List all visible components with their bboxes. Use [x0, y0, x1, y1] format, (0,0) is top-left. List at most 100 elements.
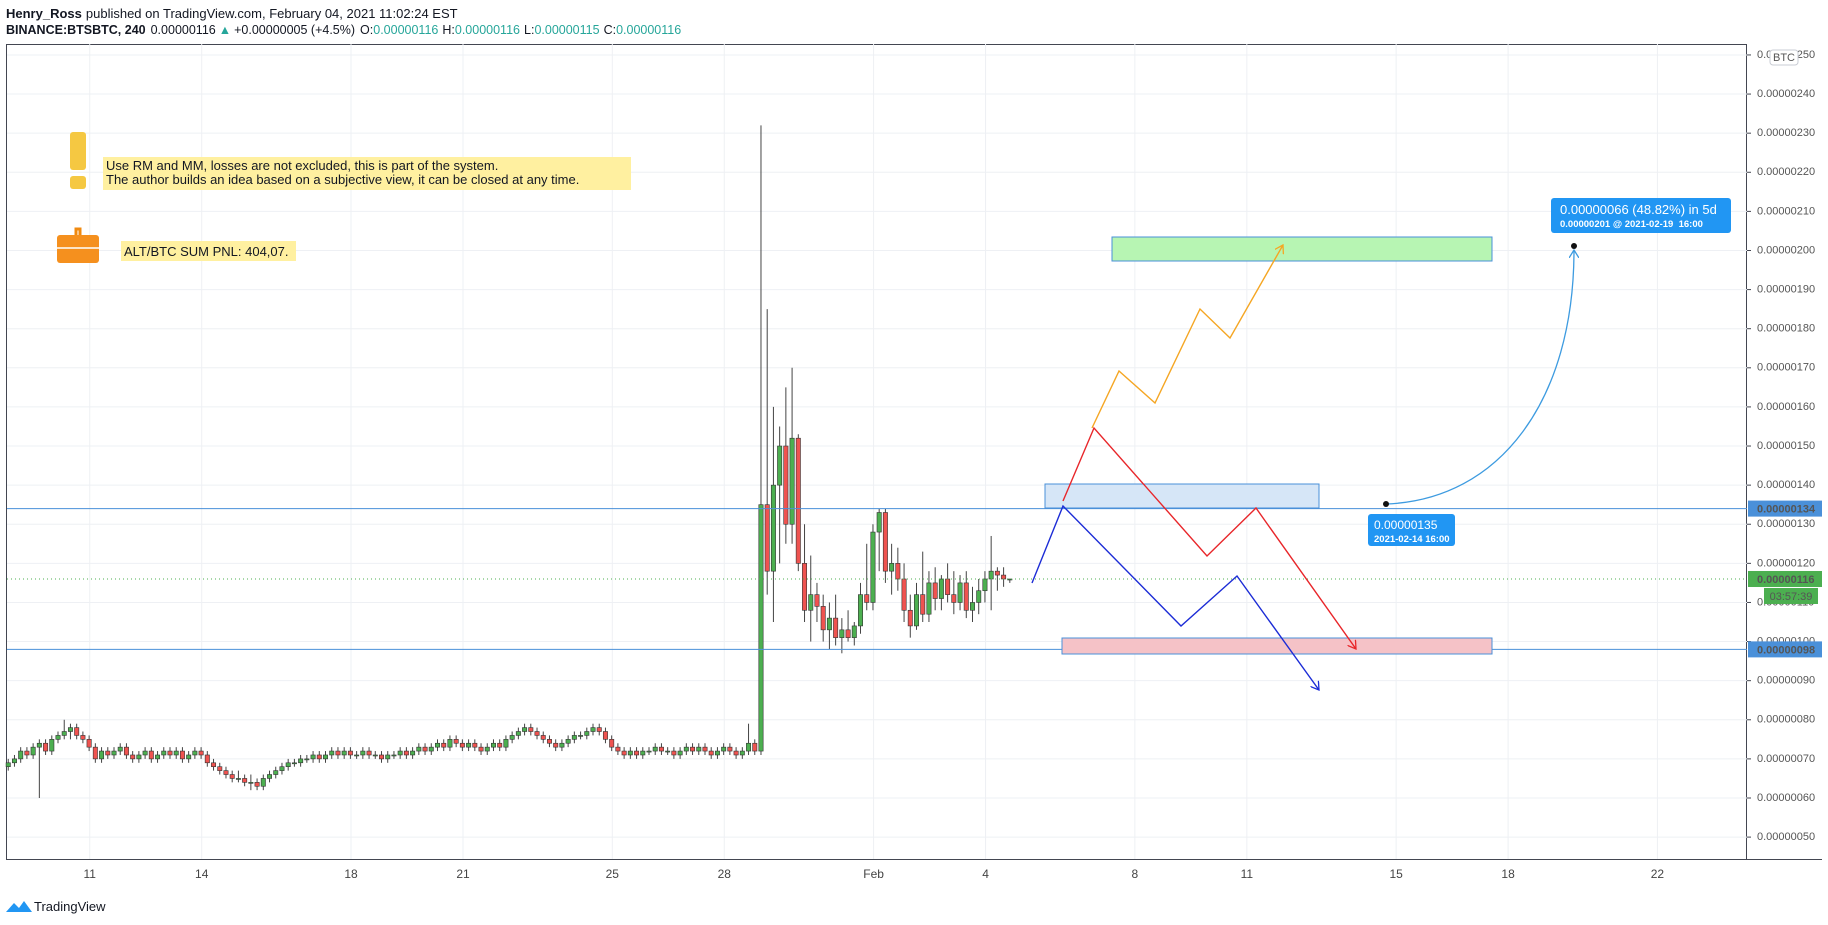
- symbol-line: BINANCE:BTSBTC, 240 0.00000116 ▲ +0.0000000…: [6, 23, 681, 37]
- start-price: 0.00000135: [1374, 518, 1438, 532]
- y-tick-label: 0.00000140: [1757, 479, 1815, 491]
- candle-body: [410, 750, 416, 756]
- x-tick-label: 28: [718, 867, 732, 881]
- candle-body: [770, 484, 776, 572]
- y-tick-label: 0.00000060: [1757, 792, 1815, 804]
- candle-body: [534, 731, 540, 736]
- start-label-box: [1368, 514, 1455, 546]
- candle-body: [36, 742, 42, 748]
- logo: [6, 901, 32, 912]
- candle-body: [795, 437, 801, 564]
- x-tick-label: 14: [195, 867, 209, 881]
- candle-body: [970, 602, 975, 611]
- candle-body: [690, 746, 696, 752]
- candle-body: [702, 746, 708, 752]
- y-tick-label: 0.00000230: [1757, 127, 1815, 139]
- price-label: 0.00000134: [1757, 504, 1816, 516]
- arrow: ▲: [219, 23, 231, 37]
- l-label: L:: [524, 23, 534, 37]
- x-tick-label: 22: [1651, 867, 1665, 881]
- measure-target: 0.00000201 @ 2021-02-19 16:00: [1560, 219, 1703, 230]
- symbol: BINANCE:BTSBTC, 240: [6, 23, 146, 37]
- candle-body: [609, 739, 615, 748]
- candle-body: [267, 774, 273, 779]
- candle-body: [938, 578, 944, 599]
- candle-body: [372, 754, 378, 757]
- candle-body: [24, 750, 30, 756]
- x-tick-label: 15: [1389, 867, 1403, 881]
- candle-body: [273, 770, 279, 775]
- author: Henry_Ross: [6, 6, 82, 21]
- candle-body: [752, 742, 758, 752]
- candle-body: [658, 746, 664, 752]
- y-tick-label: 0.00000200: [1757, 244, 1815, 256]
- y-tick-label: 0.00000180: [1757, 323, 1815, 335]
- candle-body: [895, 563, 901, 580]
- candle-body: [540, 735, 546, 740]
- candle-body: [447, 739, 453, 748]
- y-tick-label: 0.00000050: [1757, 831, 1815, 843]
- candle-body: [758, 504, 764, 752]
- candle-body: [466, 742, 472, 748]
- header-line: Henry_Ross published on TradingView.com, …: [6, 6, 458, 21]
- candle-body: [291, 762, 297, 765]
- candle-body: [136, 754, 142, 760]
- candle-body: [640, 750, 646, 756]
- candle-body: [988, 570, 994, 580]
- candle-body: [907, 609, 913, 627]
- candle-body: [99, 750, 105, 760]
- candle-body: [746, 742, 752, 752]
- candle-body: [665, 750, 671, 753]
- candle-body: [472, 742, 478, 748]
- candle-body: [403, 750, 409, 756]
- published: published on TradingView.com, February 0…: [86, 6, 458, 21]
- candle-body: [889, 563, 895, 572]
- x-tick-label: 8: [1132, 867, 1139, 881]
- candle-body: [602, 731, 608, 740]
- pnl-text: ALT/BTC SUM PNL: 404,07.: [124, 244, 289, 259]
- candle-body: [123, 746, 129, 756]
- candle-body: [304, 758, 310, 761]
- candle-body: [229, 774, 235, 779]
- alt-path: [1031, 504, 1319, 690]
- change: +0.00000005 (+4.5%): [234, 23, 355, 37]
- candle-body: [777, 445, 783, 486]
- candle-body: [1001, 574, 1007, 580]
- candle-body: [963, 582, 969, 611]
- candle-body: [80, 735, 86, 740]
- x-tick-label: 11: [84, 867, 97, 881]
- candle-body: [876, 512, 882, 533]
- candle-body: [708, 750, 714, 756]
- candle-body: [783, 445, 789, 525]
- candle-body: [428, 746, 434, 752]
- candle-body: [497, 742, 503, 748]
- candle-body: [739, 750, 745, 756]
- candle-body: [117, 746, 123, 752]
- candle-body: [279, 766, 285, 771]
- x-tick-label: 18: [344, 867, 358, 881]
- candle-body: [945, 578, 951, 595]
- candle-body: [248, 782, 254, 784]
- y-tick-label: 0.00000220: [1757, 166, 1815, 178]
- x-tick-label: 18: [1501, 867, 1515, 881]
- x-tick-label: 25: [606, 867, 620, 881]
- candle-body: [453, 739, 459, 744]
- candle-body: [901, 578, 907, 611]
- candle-body: [976, 590, 982, 603]
- candle-body: [43, 742, 49, 752]
- candle-body: [914, 594, 919, 627]
- candle-body: [528, 727, 534, 732]
- measure-arc: [1385, 250, 1574, 505]
- price-label-box: [1748, 500, 1822, 517]
- countdown-box: [1764, 587, 1818, 604]
- measure-main: 0.00000066 (48.82%) in 5d: [1560, 202, 1717, 217]
- candle-body: [596, 727, 602, 732]
- candle-body: [820, 606, 826, 631]
- candle-body: [826, 617, 832, 631]
- candle-body: [347, 750, 353, 756]
- candle-body: [148, 750, 154, 760]
- candle-body: [578, 735, 584, 737]
- candle-body: [652, 746, 658, 752]
- candle-body: [105, 750, 111, 756]
- candle-body: [198, 750, 204, 756]
